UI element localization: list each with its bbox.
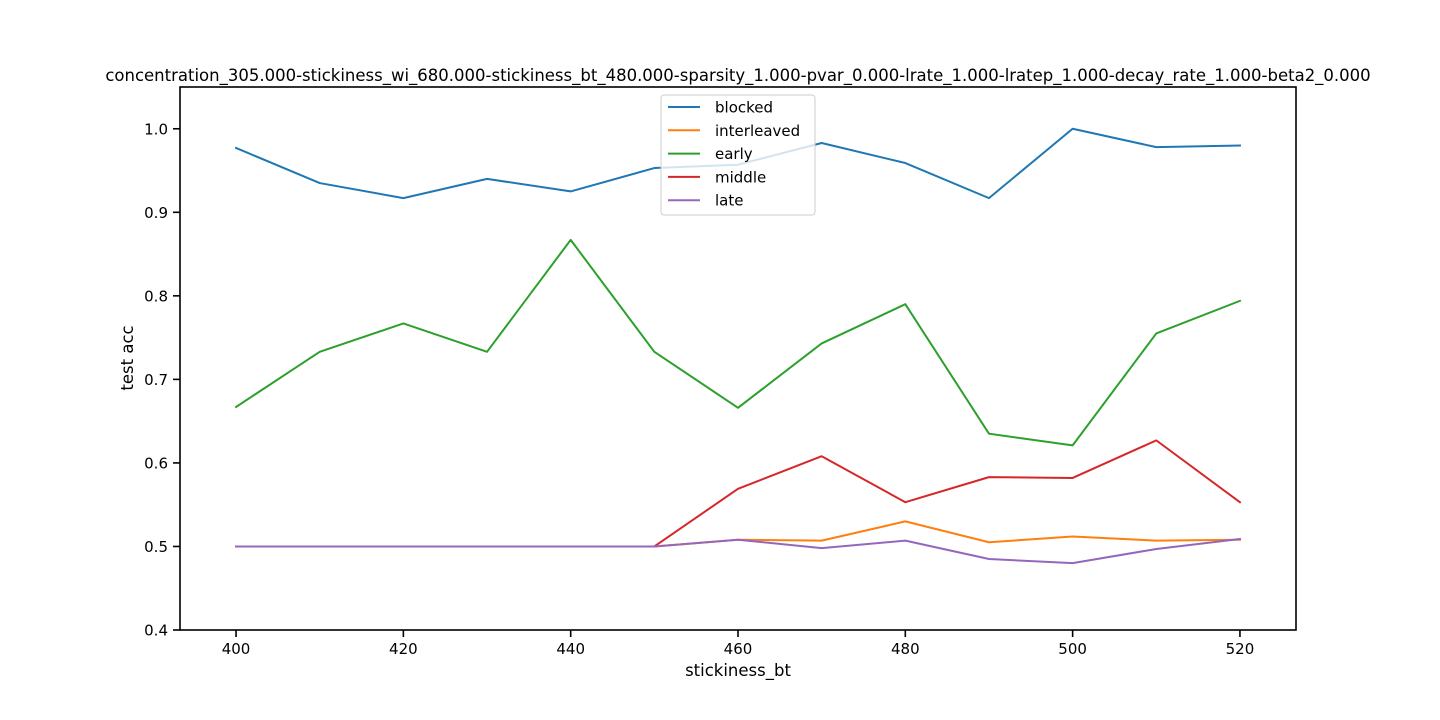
- legend-label-late: late: [715, 192, 743, 210]
- series-line-late: [235, 537, 1242, 565]
- y-tick-label: 0.9: [144, 204, 168, 222]
- legend-label-blocked: blocked: [715, 99, 773, 117]
- chart-title: concentration_305.000-stickiness_wi_680.…: [105, 66, 1370, 86]
- legend-label-early: early: [715, 145, 753, 163]
- x-tick-label: 520: [1226, 640, 1255, 658]
- y-tick-label: 0.8: [144, 287, 168, 305]
- series-layer: [234, 127, 1242, 565]
- y-tick-label: 1.0: [144, 120, 168, 138]
- y-tick-label: 0.5: [144, 538, 168, 556]
- x-tick-label: 480: [891, 640, 920, 658]
- x-tick-label: 420: [389, 640, 418, 658]
- legend: blocked interleaved early middle late: [660, 94, 816, 216]
- legend-label-middle: middle: [715, 168, 766, 186]
- x-tick-label: 440: [556, 640, 585, 658]
- y-tick-label: 0.4: [144, 622, 168, 640]
- x-tick-label: 500: [1058, 640, 1087, 658]
- legend-label-interleaved: interleaved: [715, 122, 800, 140]
- y-tick-label: 0.7: [144, 371, 168, 389]
- x-tick-label: 400: [222, 640, 251, 658]
- y-axis-ticks: 0.4 0.5 0.6 0.7 0.8 0.9 1.0: [144, 120, 180, 640]
- x-axis-ticks: 400 420 440 460 480 500 520: [222, 630, 1255, 658]
- series-line-early: [234, 238, 1242, 447]
- legend-frame: [660, 94, 816, 216]
- x-tick-label: 460: [724, 640, 753, 658]
- y-tick-label: 0.6: [144, 454, 168, 472]
- x-axis-label: stickiness_bt: [685, 661, 791, 681]
- y-axis-label: test acc: [118, 325, 137, 390]
